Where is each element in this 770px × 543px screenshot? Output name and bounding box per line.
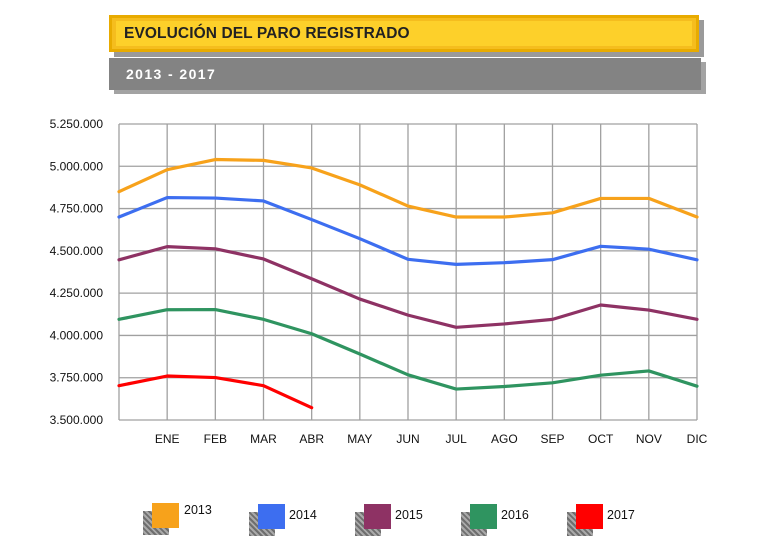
subtitle-banner: 2013 - 2017 bbox=[109, 58, 701, 90]
x-tick-label: ENE bbox=[155, 432, 180, 446]
y-tick-label: 4.250.000 bbox=[50, 286, 104, 300]
x-tick-label: DIC bbox=[687, 432, 708, 446]
x-tick-label: JUL bbox=[445, 432, 467, 446]
series-line-2017 bbox=[117, 374, 314, 410]
series-line-2015 bbox=[117, 245, 699, 329]
y-tick-label: 4.500.000 bbox=[50, 244, 104, 258]
chart-title: EVOLUCIÓN DEL PARO REGISTRADO bbox=[124, 25, 410, 42]
chart-subtitle: 2013 - 2017 bbox=[126, 66, 217, 82]
x-tick-label: ABR bbox=[299, 432, 324, 446]
y-tick-label: 3.750.000 bbox=[50, 371, 104, 385]
grid-lines bbox=[118, 123, 698, 421]
series-line-2014 bbox=[117, 195, 699, 266]
y-tick-label: 5.250.000 bbox=[50, 117, 104, 131]
y-tick-label: 4.750.000 bbox=[50, 202, 104, 216]
series-line-2013 bbox=[117, 157, 699, 219]
title-banner-inner bbox=[116, 21, 692, 46]
series-line-2016 bbox=[117, 307, 699, 391]
y-tick-label: 4.000.000 bbox=[50, 328, 104, 342]
y-tick-label: 3.500.000 bbox=[50, 413, 104, 427]
x-tick-label: AGO bbox=[491, 432, 518, 446]
x-tick-label: NOV bbox=[636, 432, 662, 446]
x-tick-label: OCT bbox=[588, 432, 614, 446]
x-tick-label: SEP bbox=[540, 432, 564, 446]
x-tick-label: MAR bbox=[250, 432, 277, 446]
x-tick-label: FEB bbox=[204, 432, 227, 446]
y-axis-ticks: 3.500.000 3.750.000 4.000.000 4.250.000 4.50… bbox=[50, 117, 104, 427]
series-lines bbox=[117, 157, 699, 410]
x-tick-label: MAY bbox=[347, 432, 372, 446]
x-axis-ticks: ENE FEB MAR ABR MAY JUN JUL AGO SEP OCT NOV DIC bbox=[155, 432, 708, 446]
title-banner: EVOLUCIÓN DEL PARO REGISTRADO bbox=[109, 15, 699, 52]
y-tick-label: 5.000.000 bbox=[50, 159, 104, 173]
x-tick-label: JUN bbox=[396, 432, 419, 446]
